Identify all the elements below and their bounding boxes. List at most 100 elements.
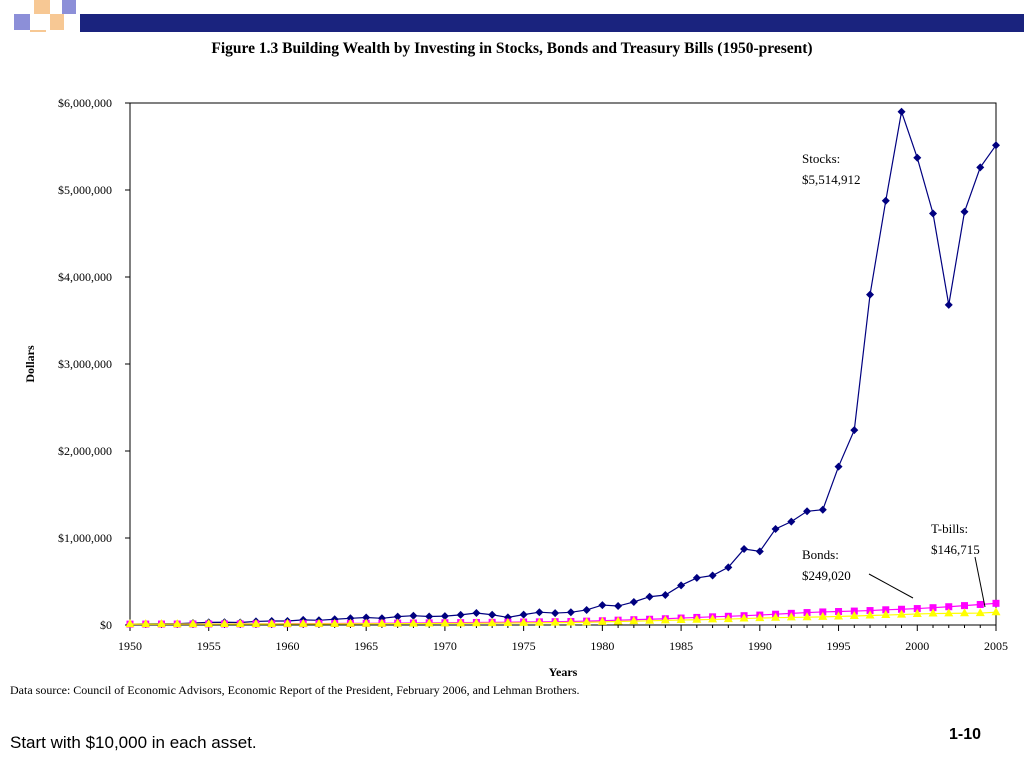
data-point <box>330 618 340 627</box>
data-point <box>944 608 954 617</box>
data-point <box>172 619 182 628</box>
chart-axes: $0 $1,000,000 $2,000,000 $3,000,000 $4,000,0… <box>23 96 1008 679</box>
chart-title: Figure 1.3 Building Wealth by Investing … <box>211 40 813 57</box>
data-point <box>471 618 481 627</box>
annotation-label: Stocks: <box>802 151 840 166</box>
data-point <box>913 153 922 162</box>
chart: $0 $1,000,000 $2,000,000 $3,000,000 $4,000,0… <box>23 96 1008 679</box>
data-point <box>440 612 449 621</box>
plot-frame <box>129 102 997 626</box>
data-point <box>961 602 969 610</box>
data-point <box>992 141 1000 150</box>
data-point <box>440 618 450 627</box>
data-point <box>534 617 544 626</box>
data-point <box>724 563 733 572</box>
data-point <box>551 609 560 618</box>
data-point <box>614 602 623 611</box>
data-point <box>125 619 135 628</box>
data-point <box>362 613 371 622</box>
data-point <box>976 163 985 172</box>
header-decoration <box>14 0 1024 32</box>
data-point <box>235 619 245 628</box>
source-note: Data source: Council of Economic Advisor… <box>10 683 580 697</box>
bonds-leader-line <box>868 573 914 599</box>
x-tick-label: 1985 <box>669 639 693 653</box>
data-point <box>487 618 497 627</box>
data-point <box>676 615 686 624</box>
data-point <box>739 613 749 622</box>
deco-square <box>30 30 46 32</box>
data-point <box>219 619 229 628</box>
data-point <box>771 612 781 621</box>
data-point <box>818 505 827 514</box>
y-tick-label: $6,000,000 <box>58 96 112 110</box>
data-point <box>881 610 891 619</box>
x-tick-label: 1950 <box>118 639 142 653</box>
data-point <box>849 610 859 619</box>
x-tick-label: 1955 <box>197 639 221 653</box>
data-point <box>298 618 308 627</box>
data-point <box>188 619 198 628</box>
data-point <box>976 600 984 608</box>
data-point <box>566 617 576 626</box>
data-point <box>929 209 938 218</box>
data-point <box>519 617 529 626</box>
data-point <box>377 618 387 627</box>
y-tick-label: $3,000,000 <box>58 357 112 371</box>
x-tick-label: 2000 <box>905 639 929 653</box>
y-tick-label: $2,000,000 <box>58 444 112 458</box>
data-point <box>881 196 890 205</box>
data-point <box>677 581 686 590</box>
header-bar <box>80 14 1024 32</box>
data-point <box>755 613 765 622</box>
x-tick-label: 1995 <box>827 639 851 653</box>
series-tbills <box>125 607 1001 628</box>
data-point <box>361 618 371 627</box>
data-point <box>897 609 907 618</box>
deco-square <box>34 0 50 14</box>
data-point <box>991 607 1001 616</box>
x-tick-label: 1970 <box>433 639 457 653</box>
data-point <box>912 608 922 617</box>
data-point <box>755 547 764 556</box>
data-point <box>960 608 970 617</box>
data-point <box>771 524 780 533</box>
data-point <box>834 462 843 471</box>
data-point <box>598 601 607 610</box>
data-point <box>960 207 969 216</box>
data-point <box>393 612 402 621</box>
deco-square <box>14 14 30 30</box>
data-point <box>519 610 528 619</box>
y-tick-label: $0 <box>100 618 112 632</box>
x-axis-label: Years <box>549 665 578 679</box>
data-point <box>928 608 938 617</box>
data-point <box>661 590 670 599</box>
data-point <box>456 610 465 619</box>
data-point <box>692 614 702 623</box>
data-point <box>975 608 985 617</box>
annotation-value: $249,020 <box>802 568 851 583</box>
data-point <box>786 612 796 621</box>
data-point <box>582 617 592 626</box>
data-point <box>597 616 607 625</box>
series-line <box>129 111 997 625</box>
data-point <box>645 592 654 601</box>
deco-square <box>50 14 64 30</box>
data-point <box>929 604 937 612</box>
annotation-label: T-bills: <box>931 521 968 536</box>
annotation-label: Bonds: <box>802 547 839 562</box>
data-point <box>740 545 749 554</box>
y-axis-label: Dollars <box>23 345 37 383</box>
x-tick-label: 1990 <box>748 639 772 653</box>
x-tick-label: 1975 <box>512 639 536 653</box>
x-tick-label: 1965 <box>354 639 378 653</box>
data-point <box>424 618 434 627</box>
data-point <box>866 290 875 299</box>
data-point <box>629 597 638 606</box>
data-point <box>913 605 921 613</box>
data-point <box>204 619 214 628</box>
chart-annotations: Stocks: $5,514,912 Bonds: $249,020 T-bills: $… <box>802 151 986 608</box>
data-point <box>156 619 166 628</box>
data-point <box>613 616 623 625</box>
x-tick-label: 1960 <box>275 639 299 653</box>
